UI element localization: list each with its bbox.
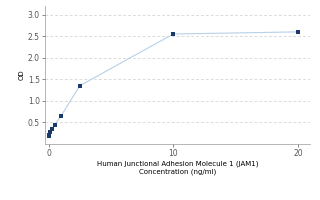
Point — [77, 84, 82, 87]
Point — [171, 32, 176, 36]
Y-axis label: OD: OD — [19, 70, 25, 80]
Point — [295, 30, 300, 33]
Point — [47, 133, 52, 137]
Point — [48, 131, 53, 134]
X-axis label: Human Junctional Adhesion Molecule 1 (JAM1)
Concentration (ng/ml): Human Junctional Adhesion Molecule 1 (JA… — [97, 161, 258, 175]
Point — [52, 123, 57, 126]
Point — [49, 127, 54, 131]
Point — [46, 134, 51, 137]
Point — [59, 114, 64, 118]
